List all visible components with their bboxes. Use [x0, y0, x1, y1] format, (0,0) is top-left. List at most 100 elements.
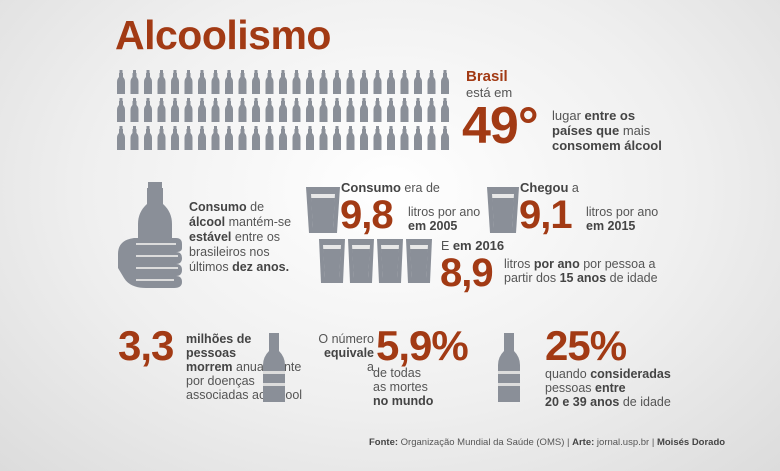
- bottle-icon: [171, 126, 179, 150]
- bottle-icon: [373, 98, 382, 122]
- bottle-icon: [157, 98, 166, 122]
- consumo-2016-label: E em 2016: [441, 238, 505, 253]
- deaths-value: 3,3: [118, 322, 174, 369]
- bottle-grid: [117, 70, 449, 150]
- consumo-2005-value: 9,8: [340, 193, 394, 237]
- bottle-icon: [252, 70, 260, 94]
- beer-glass-icon: [377, 239, 403, 283]
- bottle-icon: [333, 98, 341, 122]
- bottle-icon: [130, 126, 139, 150]
- hand-bottle-icon: [118, 182, 182, 288]
- bottle-icon: [306, 70, 314, 94]
- bottle-icon: [373, 126, 382, 150]
- bottle-icon: [333, 70, 341, 94]
- bottle-icon: [130, 98, 139, 122]
- bottle-icon: [414, 126, 422, 150]
- bottle-icon: [211, 70, 220, 94]
- bottle-icon: [319, 70, 328, 94]
- bottle-icon: [144, 70, 152, 94]
- consumo-2015-label: Chegou a: [520, 180, 579, 195]
- bottle-icon: [238, 70, 247, 94]
- consumo-2005-label: Consumo era de: [341, 180, 440, 195]
- bottle-icon: [414, 98, 422, 122]
- beer-glass-icon: [319, 239, 345, 283]
- bottle-icon: [346, 98, 355, 122]
- bottle-icon: [157, 70, 166, 94]
- bottle-icon: [157, 126, 166, 150]
- bottle-icon: [279, 126, 287, 150]
- bottle-icon: [319, 98, 328, 122]
- bottle-icon: [306, 98, 314, 122]
- bottle-icon: [292, 98, 301, 122]
- bottle-icon: [279, 70, 287, 94]
- bottle-icon: [225, 126, 233, 150]
- bottle-icon: [184, 70, 193, 94]
- beer-glass-icon: [348, 239, 374, 283]
- consumo-2015-value: 9,1: [519, 193, 573, 237]
- bottle-icon: [225, 98, 233, 122]
- bottle-icon: [400, 126, 409, 150]
- bottle-icon: [292, 70, 301, 94]
- bottle-icon: [441, 70, 449, 94]
- bottle-icon: [360, 70, 368, 94]
- bottle-icon: [360, 126, 368, 150]
- share-text-before: O número equivale a: [318, 332, 374, 374]
- bottle-icon: [427, 70, 436, 94]
- bottle-icon: [265, 70, 274, 94]
- bottle-icon: [414, 70, 422, 94]
- bottle-icon: [117, 98, 125, 122]
- bottle-icon: [387, 126, 395, 150]
- bottle-icon: [427, 126, 436, 150]
- share-text-after: de todas as mortes no mundo: [373, 366, 434, 408]
- bottle-icon: [400, 70, 409, 94]
- rank-country: Brasil: [466, 68, 508, 85]
- bottle-icon: [144, 126, 152, 150]
- consumo-2016-value: 8,9: [440, 251, 494, 295]
- bottle-icon: [252, 126, 260, 150]
- bottle-icon: [130, 70, 139, 94]
- consumo-2005-unit: litros por ano em 2005: [408, 205, 481, 233]
- bottle-icon: [265, 126, 274, 150]
- bottle-icon: [211, 98, 220, 122]
- bottle-icon: [400, 98, 409, 122]
- bottle-icon: [441, 98, 449, 122]
- rank-position: 49°: [462, 97, 539, 155]
- bottle-icon: [171, 70, 179, 94]
- bottle-icon: [263, 333, 285, 402]
- bottle-icon: [346, 70, 355, 94]
- bottle-icon: [319, 126, 328, 150]
- bottle-icon: [373, 70, 382, 94]
- bottle-icon: [171, 98, 179, 122]
- bottle-icon: [265, 98, 274, 122]
- bottle-icon: [360, 98, 368, 122]
- bottle-icon: [225, 70, 233, 94]
- consumo-2016-unit: litros por ano por pessoa a partir dos 1…: [504, 257, 658, 285]
- bottle-icon: [279, 98, 287, 122]
- bottle-icon: [333, 126, 341, 150]
- beer-glasses-2005-icon: [306, 187, 340, 233]
- bottle-icon: [306, 126, 314, 150]
- bottle-icon: [117, 70, 125, 94]
- bottle-icon: [292, 126, 301, 150]
- bottle-icon: [184, 98, 193, 122]
- bottle-icon: [144, 98, 152, 122]
- young-text: quando consideradas pessoas entre 20 e 3…: [545, 367, 671, 409]
- beer-glass-icon: [406, 239, 432, 283]
- bottle-icon: [252, 98, 260, 122]
- bottle-icon: [117, 126, 125, 150]
- beer-glass-2015-icon: [487, 187, 519, 233]
- bottle-icon: [441, 126, 449, 150]
- bottle-icon: [198, 70, 206, 94]
- footer-credits: Fonte: Organização Mundial da Saúde (OMS…: [369, 437, 726, 448]
- rank-description: lugar entre os países que mais consomem …: [552, 108, 662, 153]
- bottle-icon: [346, 126, 355, 150]
- rank-line1: está em: [466, 85, 513, 100]
- bottle-icon: [211, 126, 220, 150]
- bottle-icon: [198, 98, 206, 122]
- share-value: 5,9%: [376, 322, 469, 369]
- bottle-icon: [238, 126, 247, 150]
- bottle-icon: [387, 98, 395, 122]
- beer-glasses-2016-icon: [319, 239, 432, 283]
- page-title: Alcoolismo: [115, 12, 331, 58]
- stable-consumption-text: Consumo de álcool mantém-se estável entr…: [189, 200, 292, 274]
